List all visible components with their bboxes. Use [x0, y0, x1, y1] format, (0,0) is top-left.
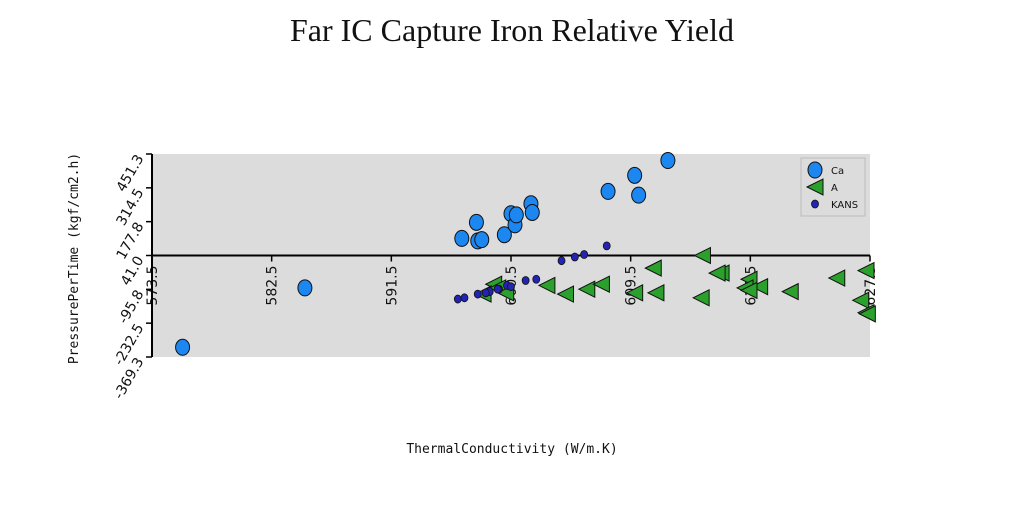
data-point	[570, 252, 579, 262]
data-point	[707, 264, 726, 282]
data-point	[693, 246, 711, 265]
data-point	[739, 281, 758, 300]
data-point	[602, 241, 611, 251]
legend-marker	[811, 199, 819, 209]
data-point	[750, 277, 769, 296]
y-tick-label: 314.5	[114, 186, 148, 229]
data-point	[507, 282, 515, 292]
data-point	[524, 203, 540, 221]
legend-label: Ca	[831, 166, 844, 177]
data-point	[453, 294, 462, 304]
data-point	[627, 166, 643, 184]
data-point	[508, 206, 524, 224]
data-point	[460, 293, 469, 303]
data-points	[175, 152, 876, 356]
data-point	[660, 152, 676, 170]
legend-marker	[807, 161, 823, 179]
y-axis-label: PressurePerTime (kgf/cm2.h)	[67, 153, 82, 364]
data-point	[858, 305, 876, 323]
data-point	[692, 288, 710, 307]
data-point	[625, 284, 644, 302]
data-point	[646, 284, 665, 302]
series-kans	[453, 241, 611, 304]
x-tick-label: 582.5	[265, 266, 281, 306]
data-point	[644, 259, 662, 277]
data-point	[592, 275, 610, 294]
y-tick-label: 451.3	[114, 152, 148, 195]
data-point	[600, 182, 616, 200]
data-point	[851, 291, 870, 310]
data-point	[473, 289, 482, 299]
legend-label: KANS	[831, 200, 858, 211]
data-point	[827, 269, 846, 287]
series-ca	[175, 152, 676, 356]
legend: Ca A KANS	[800, 157, 866, 217]
data-point	[577, 280, 596, 298]
x-tick-label: 609.5	[624, 266, 640, 306]
legend-marker	[805, 178, 824, 196]
data-point	[856, 261, 875, 280]
data-point	[556, 285, 575, 303]
data-point	[532, 274, 541, 284]
x-tick-label: 591.5	[384, 266, 400, 306]
data-point	[454, 229, 470, 247]
data-point	[521, 276, 530, 285]
data-point	[496, 226, 512, 244]
data-point	[537, 276, 556, 295]
legend-label: A	[831, 183, 838, 194]
data-point	[481, 288, 490, 298]
x-axis-label: ThermalConductivity (W/m.K)	[406, 442, 617, 457]
data-point	[175, 338, 191, 356]
data-point	[493, 284, 502, 294]
y-tick-label: -95.8	[115, 287, 147, 326]
data-point	[580, 250, 589, 259]
y-tick-label: 177.8	[114, 220, 148, 263]
data-point	[557, 256, 566, 266]
data-point	[781, 282, 799, 301]
data-point	[631, 186, 647, 204]
data-point	[468, 213, 484, 231]
data-point	[297, 279, 313, 297]
chart-title: Far IC Capture Iron Relative Yield	[289, 12, 735, 48]
data-point	[474, 231, 490, 249]
